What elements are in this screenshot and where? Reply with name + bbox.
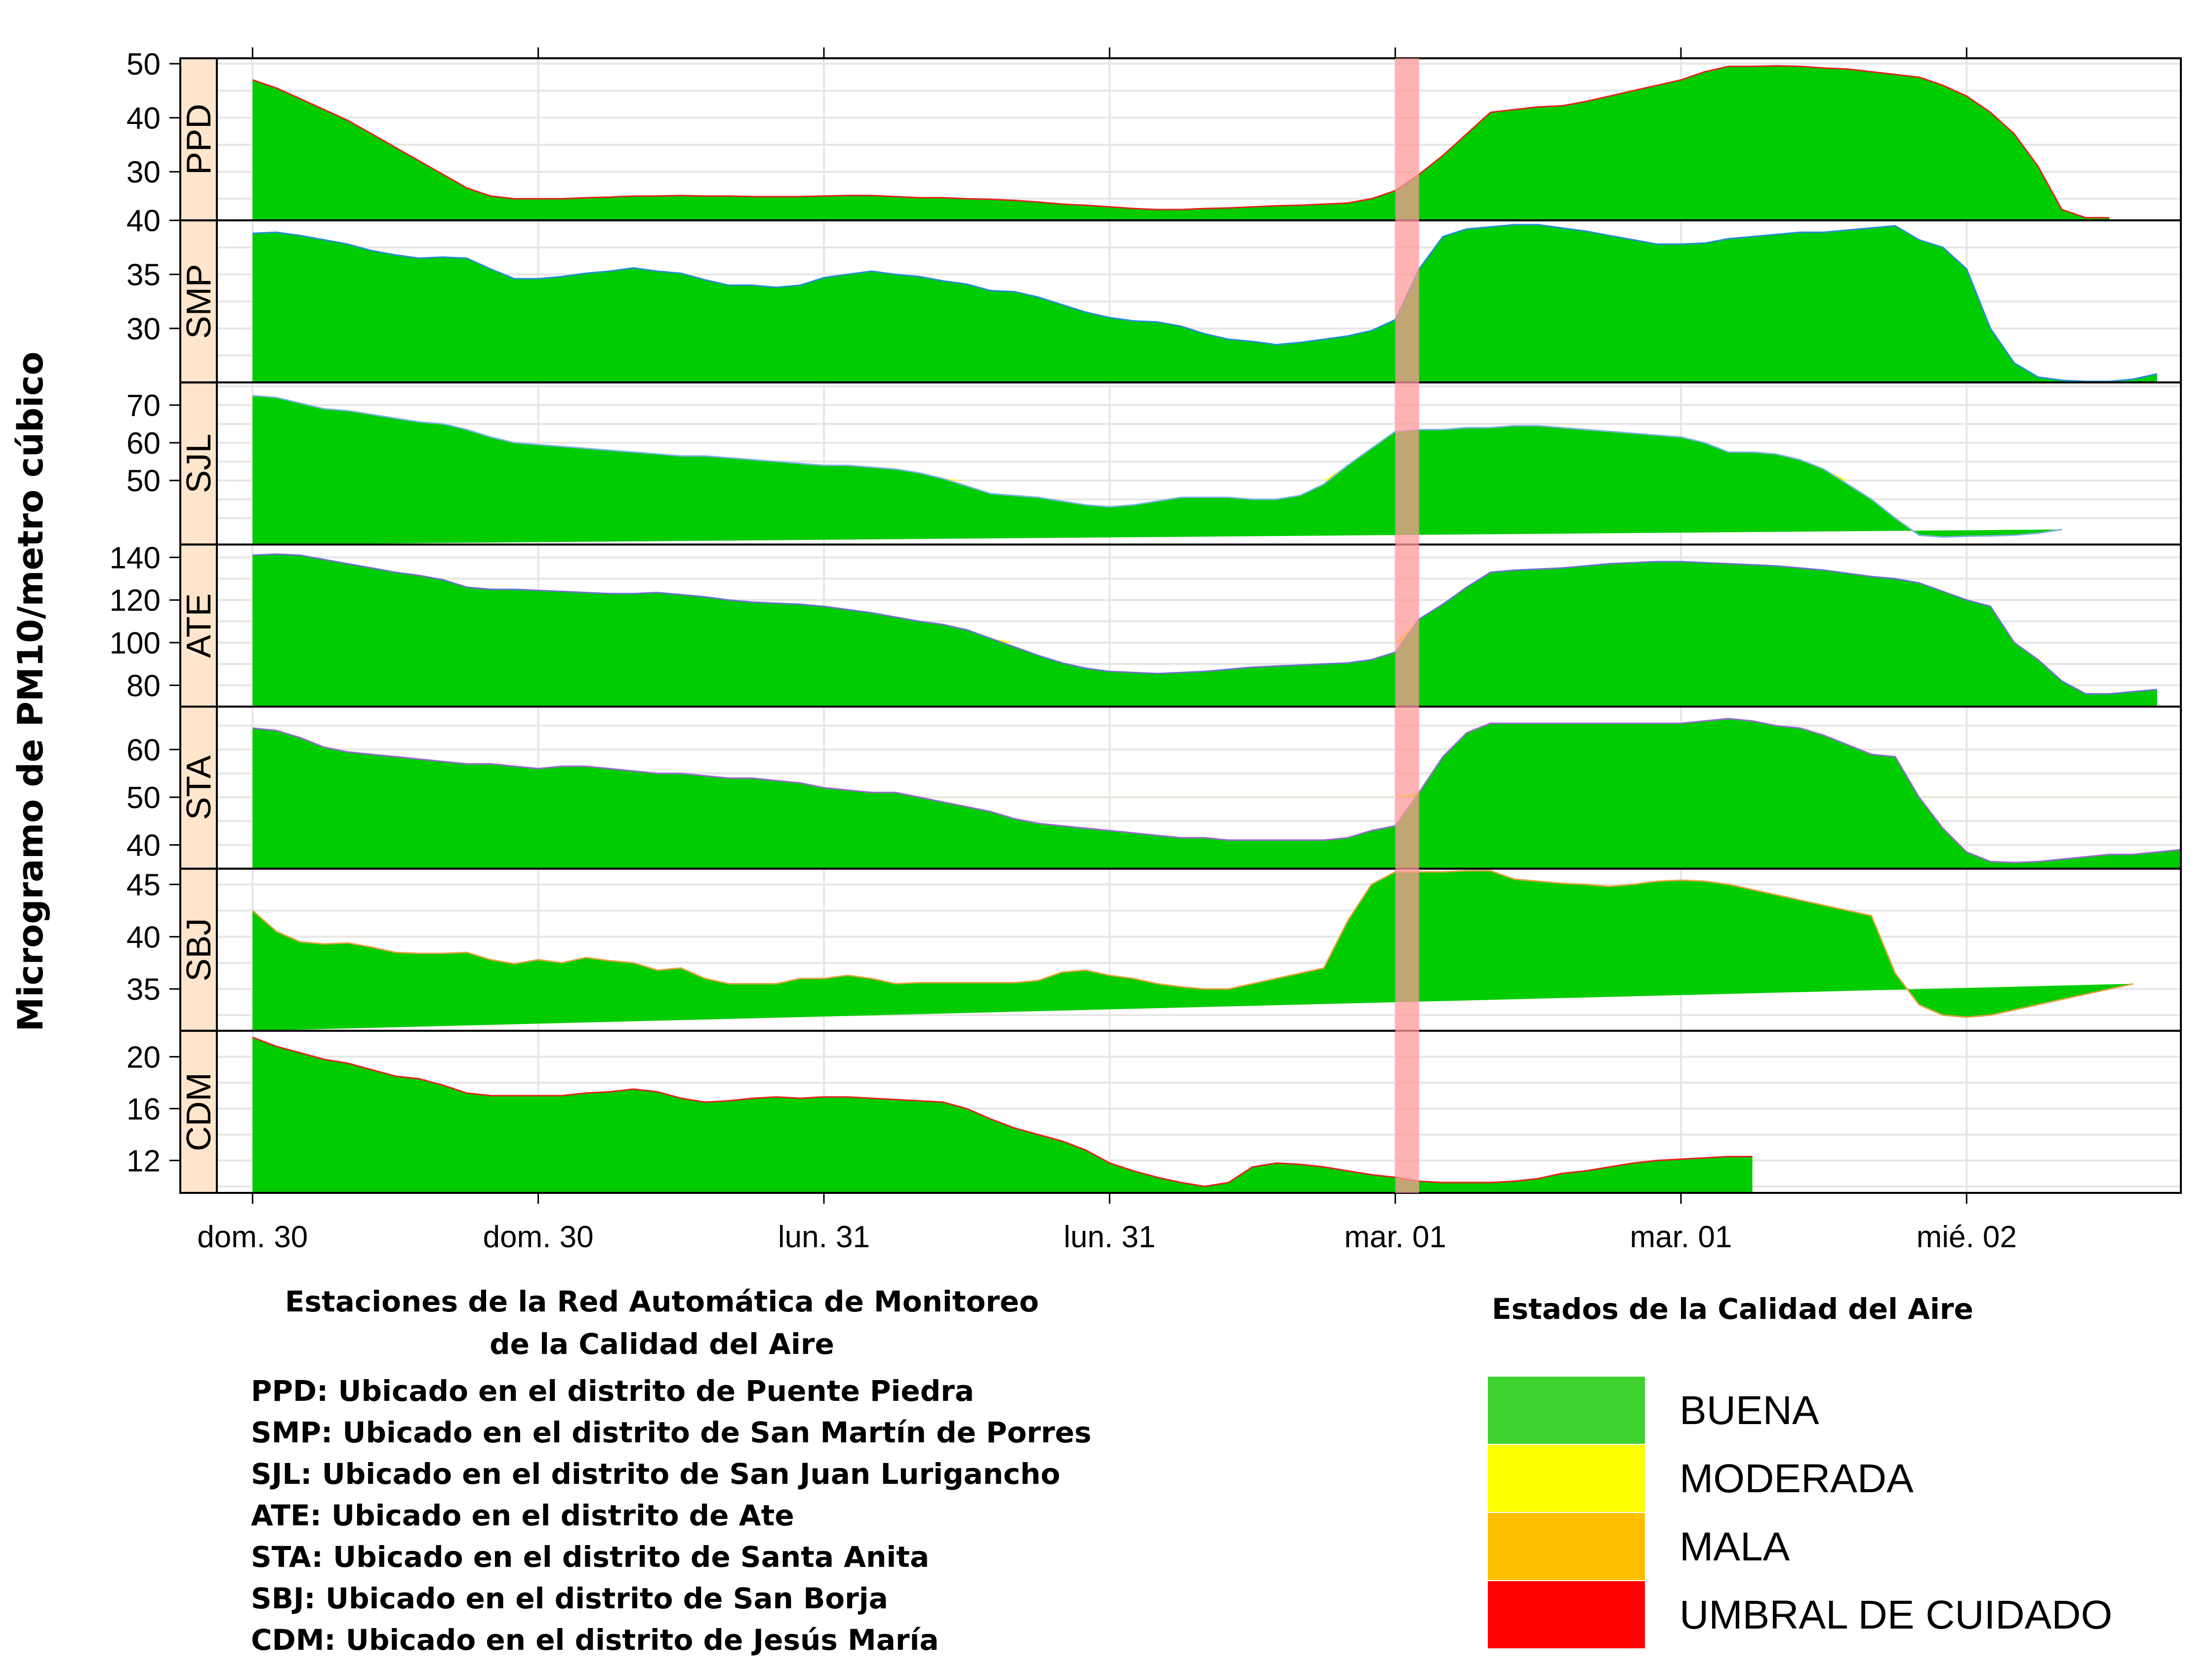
panel-ate: 80 100 120 140 ATE	[110, 541, 2182, 708]
legend-label-umbral: UMBRAL DE CUIDADO	[1679, 1592, 2113, 1637]
strip-sbj	[179, 867, 218, 1032]
strip-label-cdm: CDM	[179, 1072, 218, 1151]
strip-label-sbj: SBJ	[179, 918, 218, 981]
ytick-label-ate: 140	[110, 541, 161, 575]
legend-swatch-mala	[1488, 1513, 1645, 1580]
area-sbj-level-0	[252, 870, 2133, 1031]
area-cdm-level-0	[252, 1037, 1753, 1193]
ytick-label-smp: 40	[126, 204, 161, 238]
xtick-label: mar. 01	[1630, 1220, 1732, 1254]
y-axis-title: Microgramo de PM10/metro cúbico	[10, 351, 51, 1032]
panel-border-cdm	[179, 1029, 2182, 1194]
station-line-cdm: CDM: Ubicado en el distrito de Jesús Mar…	[251, 1623, 939, 1657]
ytick-label-sjl: 60	[126, 426, 161, 460]
station-line-smp: SMP: Ubicado en el distrito de San Martí…	[251, 1416, 1092, 1449]
ytick-label-sta: 50	[126, 781, 161, 815]
series-line-ppd	[252, 65, 2110, 219]
legend-item-mala: MALA	[1488, 1513, 2212, 1580]
ytick-label-ppd: 50	[126, 47, 161, 82]
series-line-sbj	[252, 870, 2133, 1018]
area-ate-level-0	[252, 554, 2157, 707]
xtick-label: mar. 01	[1344, 1220, 1446, 1254]
ytick-label-cdm: 20	[126, 1040, 161, 1074]
series-line-sta	[252, 718, 2181, 863]
legend-item-buena: BUENA	[1488, 1377, 2212, 1444]
x-axis: dom. 30 dom. 30 lun. 31 lun. 31 mar. 01 mar. …	[197, 47, 2017, 1254]
panel-sbj: 35 40 45 SBJ	[126, 867, 2182, 1032]
area-sta-level-0	[252, 718, 2181, 869]
xtick-label: dom. 30	[483, 1220, 594, 1254]
area-ppd-level-0	[252, 66, 2110, 221]
station-line-sta: STA: Ubicado en el distrito de Santa Ani…	[251, 1540, 930, 1574]
ytick-label-sbj: 40	[126, 920, 161, 954]
strip-label-ppd: PPD	[179, 104, 218, 175]
panel-smp: 30 35 40 SMP	[126, 204, 2182, 384]
panel-sta: 40 50 60 STA	[126, 705, 2182, 870]
strip-label-sjl: SJL	[179, 434, 218, 493]
ytick-label-ate: 120	[110, 584, 161, 618]
xtick-label: lun. 31	[778, 1220, 870, 1254]
xtick-label: lun. 31	[1064, 1220, 1155, 1254]
station-line-sbj: SBJ: Ubicado en el distrito de San Borja	[251, 1582, 888, 1615]
panels-layer: 304050PPD303540SMP506070SJL80100120140AT…	[110, 47, 2182, 1194]
ytick-label-smp: 35	[126, 258, 161, 292]
ytick-label-ate: 100	[110, 626, 161, 660]
legend-label-buena: BUENA	[1679, 1388, 1819, 1433]
stations-title-line-1: Estaciones de la Red Automática de Monit…	[285, 1285, 1039, 1318]
station-line-ate: ATE: Ubicado en el distrito de Ate	[251, 1499, 794, 1532]
panel-ppd: 30 40 50 PPD	[126, 47, 2182, 222]
strip-label-sta: STA	[179, 755, 218, 820]
xtick-label: dom. 30	[197, 1220, 308, 1254]
highlight-band	[1395, 58, 1419, 1193]
ytick-label-sta: 40	[126, 828, 161, 862]
xtick-label: mié. 02	[1917, 1220, 2017, 1254]
stations-title: Estaciones de la Red Automática de Monit…	[242, 1280, 1082, 1365]
legend-title: Estados de la Calidad del Aire	[1492, 1292, 1973, 1326]
legend-label-mala: MALA	[1679, 1524, 1790, 1569]
legend-item-moderada: MODERADA	[1488, 1445, 2212, 1512]
legend-swatch-moderada	[1488, 1445, 1645, 1512]
ytick-label-sjl: 50	[126, 464, 161, 498]
area-smp-level-0	[252, 224, 2157, 383]
ytick-label-cdm: 16	[126, 1092, 161, 1126]
panel-cdm: 12 16 20 CDM	[126, 1029, 2182, 1194]
ytick-label-sjl: 70	[126, 389, 161, 423]
station-line-sjl: SJL: Ubicado en el distrito de San Juan …	[251, 1457, 1061, 1491]
series-line-sjl	[252, 395, 2062, 538]
ytick-label-sbj: 35	[126, 973, 161, 1007]
legend-label-moderada: MODERADA	[1679, 1456, 1914, 1501]
station-line-ppd: PPD: Ubicado en el distrito de Puente Pi…	[251, 1374, 974, 1408]
series-line-ate	[252, 553, 2157, 695]
ytick-label-cdm: 12	[126, 1144, 161, 1178]
ytick-label-ate: 80	[126, 669, 161, 703]
legend-swatch-buena	[1488, 1377, 1645, 1444]
series-line-smp	[252, 224, 2158, 382]
strip-label-ate: ATE	[179, 593, 218, 658]
ytick-label-sbj: 45	[126, 868, 161, 902]
strip-label-smp: SMP	[179, 264, 218, 339]
stations-title-line-2: de la Calidad del Aire	[490, 1327, 834, 1361]
legend-swatch-umbral	[1488, 1581, 1645, 1648]
series-line-cdm	[252, 1036, 1753, 1187]
ytick-label-sta: 60	[126, 733, 161, 767]
legend-item-umbral: UMBRAL DE CUIDADO	[1488, 1581, 2212, 1648]
ytick-label-smp: 30	[126, 312, 161, 346]
area-sjl-level-0	[252, 396, 2062, 545]
ytick-label-ppd: 40	[126, 101, 161, 135]
ytick-label-ppd: 30	[126, 156, 161, 190]
